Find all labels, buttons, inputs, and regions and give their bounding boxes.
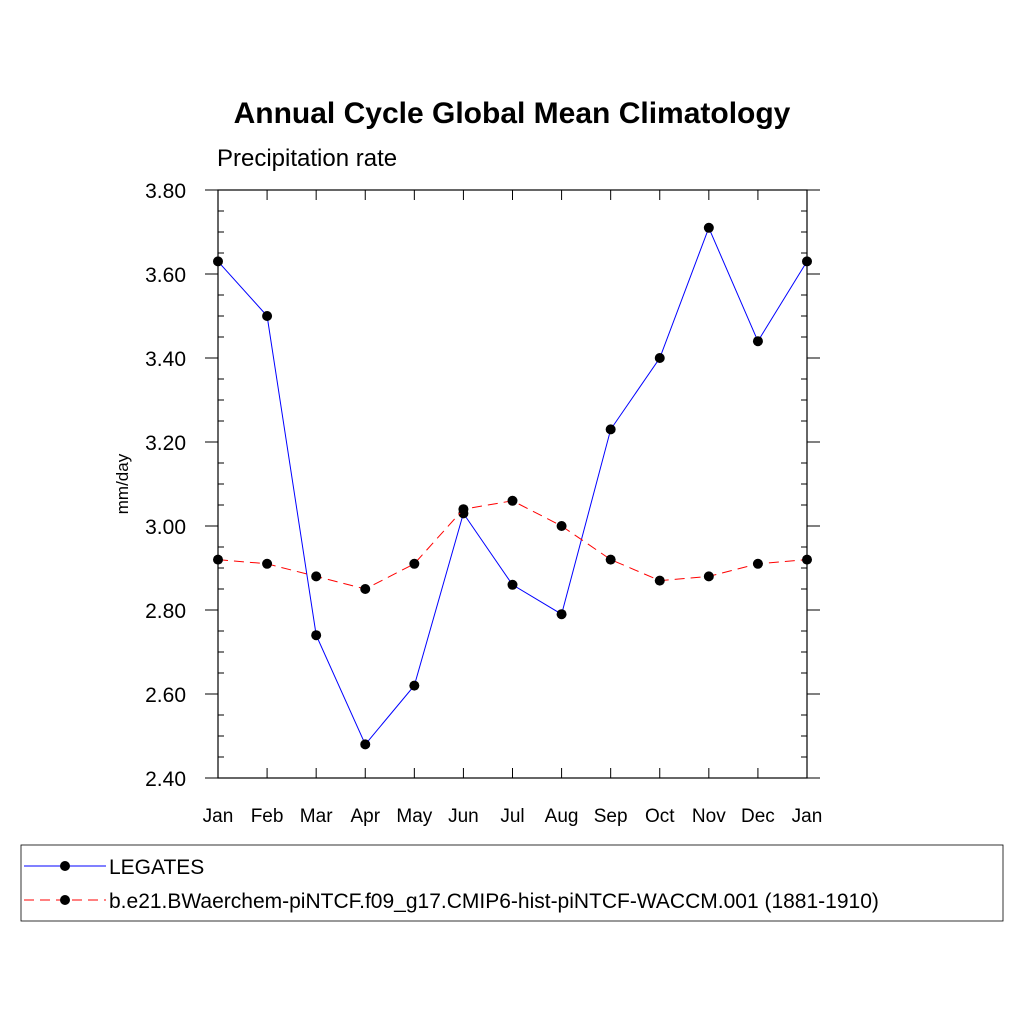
y-tick-label: 3.00 — [145, 516, 186, 539]
y-tick-label: 3.80 — [145, 180, 186, 203]
series-1-point — [409, 680, 420, 691]
series-line-2 — [217, 500, 808, 590]
series-1-point — [311, 630, 322, 641]
y-axis-label: mm/day — [113, 453, 132, 514]
series-2-point — [654, 575, 665, 586]
series-2-point — [507, 495, 518, 506]
series-2-point — [703, 571, 714, 582]
x-tick-label: Jul — [500, 806, 524, 827]
series-2-point — [311, 571, 322, 582]
x-tick-label: Nov — [692, 806, 726, 827]
x-tick-label: Jun — [448, 806, 479, 827]
series-2-point — [605, 554, 616, 565]
legend-marker-1 — [60, 861, 70, 871]
plot-frame — [217, 189, 808, 779]
series-1-point — [802, 256, 812, 267]
series-1-point — [262, 311, 273, 321]
series-1-point — [556, 609, 567, 620]
series-1-point — [605, 424, 616, 435]
chart-title: Annual Cycle Global Mean Climatology — [234, 97, 791, 130]
y-tick-label: 2.80 — [145, 600, 186, 623]
legend-entries: LEGATES b.e21.BWaerchem-piNTCF.f09_g17.CM… — [24, 856, 879, 913]
series-2-point — [213, 554, 223, 565]
series-1-point — [507, 579, 518, 590]
chart-subtitle: Precipitation rate — [217, 145, 397, 172]
x-tick-label: Feb — [251, 806, 284, 827]
series-1-point — [360, 739, 371, 750]
x-tick-label: Sep — [594, 806, 628, 827]
y-tick-label: 2.60 — [145, 684, 186, 707]
series-2-point — [262, 558, 273, 569]
legend-marker-2 — [60, 895, 70, 905]
series-2-point — [360, 584, 371, 594]
series-2-point — [556, 521, 567, 531]
y-tick-label: 3.20 — [145, 432, 186, 455]
x-tick-label: May — [396, 806, 432, 827]
series-2-point — [802, 554, 812, 565]
y-tick-label: 2.40 — [145, 768, 186, 791]
x-tick-label: Apr — [350, 806, 380, 827]
series-1-point — [654, 353, 665, 363]
x-tick-label: Dec — [741, 806, 775, 827]
y-tick-labels: 2.40 2.60 2.80 3.00 3.20 3.40 3.60 3.80 — [145, 180, 186, 791]
x-tick-label: Aug — [545, 806, 579, 827]
series-1-point — [752, 336, 763, 347]
x-tick-label: Mar — [300, 806, 333, 827]
ticks-layer — [205, 189, 820, 779]
y-tick-label: 3.60 — [145, 264, 186, 287]
series-1-point — [703, 222, 714, 233]
series-2-point — [409, 558, 420, 569]
series-2-point — [752, 558, 763, 569]
x-tick-label: Oct — [645, 806, 675, 827]
legend-label-1: LEGATES — [109, 856, 204, 879]
series-2-point — [458, 504, 469, 515]
series-1-point — [213, 256, 223, 267]
x-tick-labels: Jan Feb Mar Apr May Jun Jul Aug Sep Oct Nov Dec Jan — [203, 806, 823, 827]
series-line-1 — [217, 226, 808, 746]
x-tick-label: Jan — [792, 806, 823, 827]
y-tick-label: 3.40 — [145, 348, 186, 371]
legend-label-2: b.e21.BWaerchem-piNTCF.f09_g17.CMIP6-his… — [109, 890, 879, 913]
legend — [20, 844, 1004, 922]
x-tick-label: Jan — [203, 806, 234, 827]
series-layer — [213, 222, 812, 750]
